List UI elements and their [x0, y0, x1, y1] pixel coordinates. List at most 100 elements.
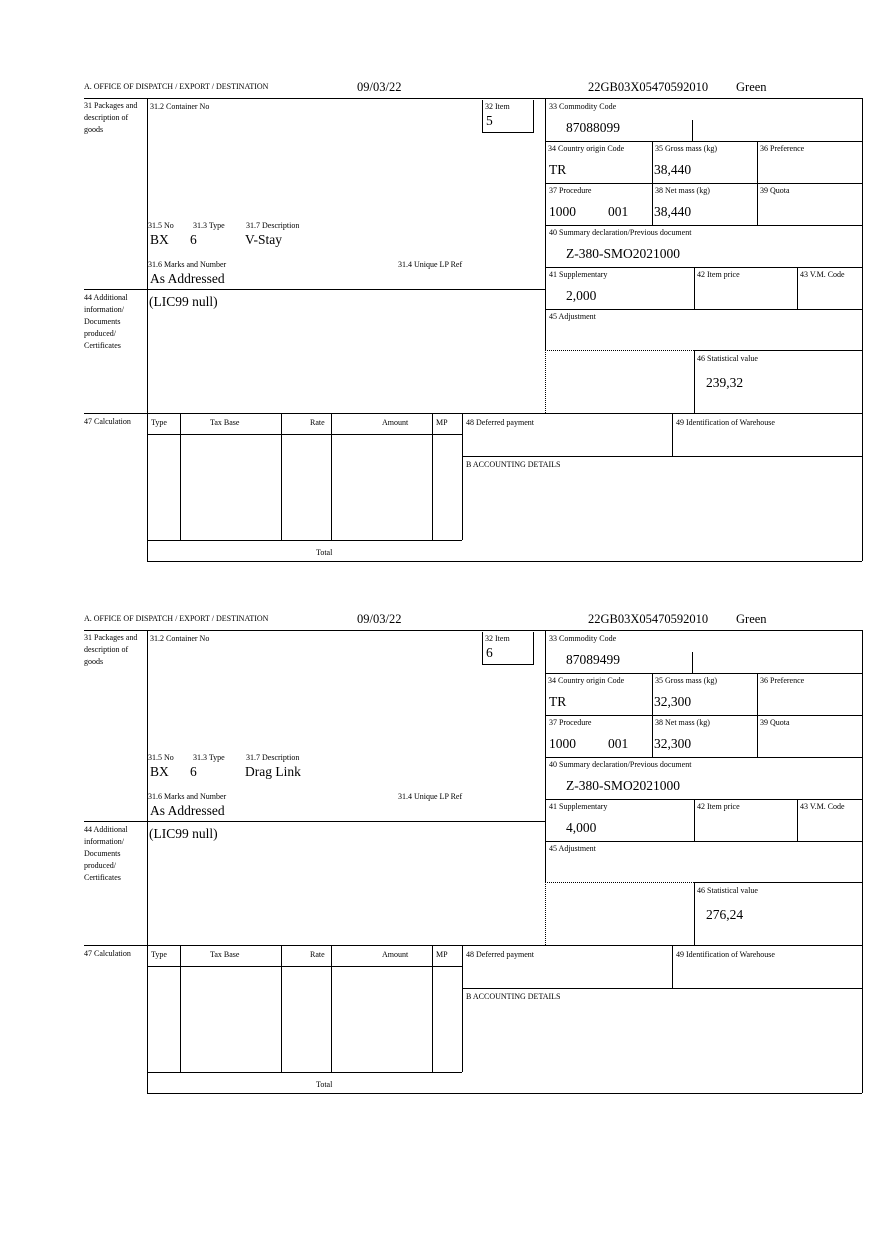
divider	[545, 757, 862, 758]
type-label: 31.3 Type	[193, 753, 225, 762]
divider	[462, 988, 862, 989]
divider	[545, 309, 862, 310]
divider	[147, 1072, 462, 1073]
marks-value: As Addressed	[150, 271, 225, 286]
divider	[694, 350, 862, 351]
divider	[84, 98, 862, 99]
divider	[84, 413, 862, 414]
procedure-label: 37 Procedure	[549, 718, 592, 727]
statistical-value-label: 46 Statistical value	[697, 886, 758, 895]
divider	[862, 630, 863, 1093]
description-value: Drag Link	[245, 764, 301, 779]
divider	[757, 141, 758, 225]
divider	[84, 289, 545, 290]
divider	[462, 945, 463, 1072]
gross-mass-label: 35 Gross mass (kg)	[655, 144, 717, 153]
additional-info-value: (LIC99 null)	[149, 294, 218, 309]
divider	[147, 630, 148, 1093]
country-origin-value: TR	[549, 162, 567, 177]
divider	[84, 630, 862, 631]
divider	[545, 98, 546, 350]
divider	[757, 673, 758, 757]
gross-mass-label: 35 Gross mass (kg)	[655, 676, 717, 685]
net-mass-label: 38 Net mass (kg)	[655, 718, 710, 727]
divider	[694, 799, 695, 841]
warehouse-label: 49 Identification of Warehouse	[676, 950, 775, 959]
procedure-additional-value: 001	[608, 204, 629, 219]
procedure-value: 1000	[549, 204, 576, 219]
deferred-payment-label: 48 Deferred payment	[466, 950, 534, 959]
warehouse-label: 49 Identification of Warehouse	[676, 418, 775, 427]
summary-declaration-label: 40 Summary declaration/Previous document	[549, 228, 692, 237]
customs-declaration-form: A. OFFICE OF DISPATCH / EXPORT / DESTINA…	[0, 612, 882, 1110]
divider	[672, 413, 673, 456]
unique-lp-label: 31.4 Unique LP Ref	[398, 260, 463, 269]
unique-lp-label: 31.4 Unique LP Ref	[398, 792, 463, 801]
divider	[545, 141, 862, 142]
supplementary-label: 41 Supplementary	[549, 270, 608, 279]
col-type-header: Type	[151, 950, 167, 959]
commodity-code-label: 33 Commodity Code	[549, 634, 617, 643]
divider	[797, 267, 798, 309]
divider	[694, 882, 695, 945]
declaration-reference: 22GB03X05470592010	[588, 80, 709, 94]
declaration-reference: 22GB03X05470592010	[588, 612, 709, 626]
no-label: 31.5 No	[148, 753, 174, 762]
summary-declaration-value: Z-380-SMO2021000	[566, 778, 680, 793]
divider	[545, 350, 546, 413]
preference-label: 36 Preference	[760, 676, 805, 685]
marks-label: 31.6 Marks and Number	[148, 792, 227, 801]
col-tax-base-header: Tax Base	[210, 950, 240, 959]
divider	[147, 98, 148, 561]
divider	[545, 225, 862, 226]
divider	[545, 715, 862, 716]
packages-label: 31 Packages and description of goods	[84, 101, 138, 134]
divider	[432, 945, 433, 1072]
office-heading: A. OFFICE OF DISPATCH / EXPORT / DESTINA…	[84, 614, 269, 623]
divider	[482, 132, 534, 133]
item-value: 5	[486, 113, 493, 128]
divider	[84, 945, 862, 946]
commodity-code-label: 33 Commodity Code	[549, 102, 617, 111]
package-count-value: 6	[190, 232, 197, 247]
divider	[694, 882, 862, 883]
divider	[281, 945, 282, 1072]
divider	[652, 673, 653, 757]
quota-label: 39 Quota	[760, 718, 790, 727]
item-label: 32 Item	[485, 634, 510, 643]
divider	[672, 945, 673, 988]
col-type-header: Type	[151, 418, 167, 427]
divider	[281, 413, 282, 540]
commodity-code-value: 87089499	[566, 652, 620, 667]
declaration-date: 09/03/22	[357, 80, 402, 94]
divider	[147, 434, 462, 435]
divider	[545, 799, 862, 800]
divider	[180, 413, 181, 540]
deferred-payment-label: 48 Deferred payment	[466, 418, 534, 427]
additional-info-label: 44 Additional information/ Documents pro…	[84, 825, 128, 882]
description-value: V-Stay	[245, 232, 283, 247]
col-tax-base-header: Tax Base	[210, 418, 240, 427]
route-channel: Green	[736, 612, 767, 626]
customs-declaration-form: A. OFFICE OF DISPATCH / EXPORT / DESTINA…	[0, 80, 882, 578]
divider	[482, 100, 483, 132]
route-channel: Green	[736, 80, 767, 94]
procedure-additional-value: 001	[608, 736, 629, 751]
col-amount-header: Amount	[382, 950, 409, 959]
accounting-details-label: B ACCOUNTING DETAILS	[466, 992, 561, 1001]
total-label: Total	[316, 1080, 333, 1089]
divider	[545, 882, 546, 945]
col-rate-header: Rate	[310, 418, 325, 427]
calculation-label: 47 Calculation	[84, 417, 131, 426]
divider	[694, 267, 695, 309]
procedure-label: 37 Procedure	[549, 186, 592, 195]
divider	[147, 1093, 862, 1094]
statistical-value: 276,24	[706, 907, 744, 922]
divider	[180, 945, 181, 1072]
container-no-label: 31.2 Container No	[150, 102, 210, 111]
divider	[545, 673, 862, 674]
summary-declaration-value: Z-380-SMO2021000	[566, 246, 680, 261]
total-label: Total	[316, 548, 333, 557]
net-mass-value: 32,300	[654, 736, 692, 751]
country-origin-label: 34 Country origin Code	[548, 676, 625, 685]
